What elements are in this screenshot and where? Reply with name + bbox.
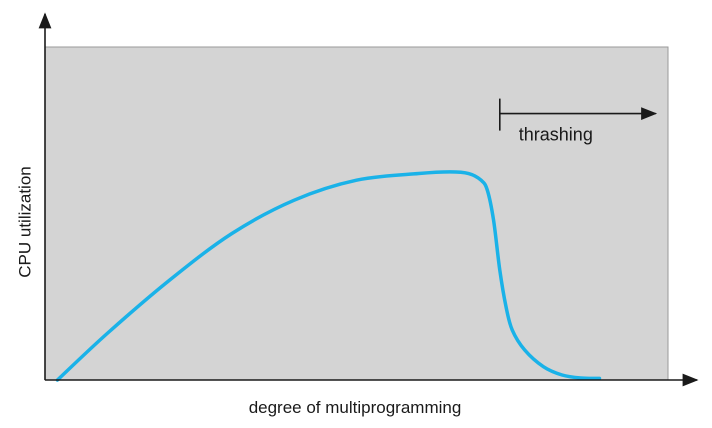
- x-axis-label: degree of multiprogramming: [249, 398, 462, 417]
- annotation-label-1: thrashing: [519, 125, 593, 145]
- series-line-1: [55, 170, 602, 382]
- plot-area: [44, 46, 669, 381]
- annotation-layer: thrashing: [498, 98, 658, 145]
- series-layer: [55, 170, 602, 382]
- y-axis-label: CPU utilization: [15, 166, 34, 278]
